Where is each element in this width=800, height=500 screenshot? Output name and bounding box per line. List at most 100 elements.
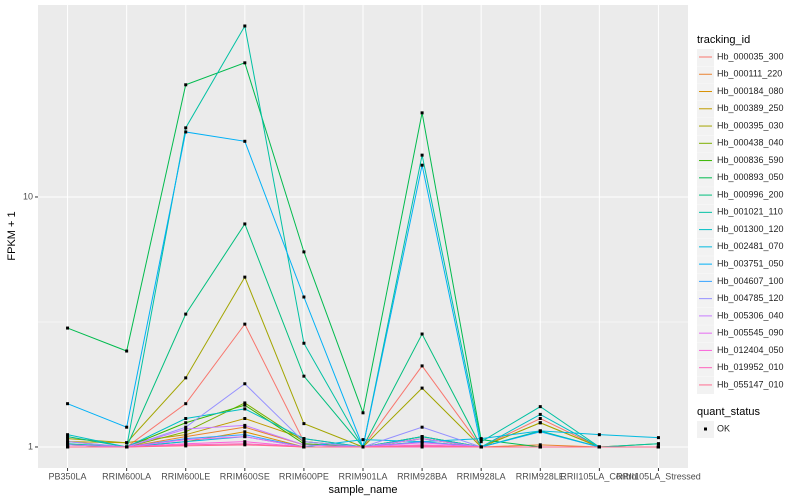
x-tick-label: RRIM600PE — [279, 471, 329, 481]
legend-label: Hb_003751_050 — [717, 258, 784, 268]
data-point — [420, 386, 424, 390]
data-point — [538, 416, 542, 420]
data-point — [66, 445, 70, 449]
x-axis-title: sample_name — [328, 484, 397, 496]
legend-key-bg — [697, 118, 714, 136]
data-point — [125, 349, 129, 353]
data-point — [243, 407, 247, 411]
data-point — [420, 163, 424, 167]
data-point — [420, 425, 424, 429]
data-point — [66, 443, 70, 447]
data-point — [66, 326, 70, 330]
data-point — [184, 402, 188, 406]
x-tick-label: RRIM600LE — [161, 471, 210, 481]
data-point — [184, 444, 188, 448]
data-point — [420, 441, 424, 445]
data-point — [66, 435, 70, 439]
x-tick-label: RRIM928BA — [397, 471, 447, 481]
data-point — [538, 443, 542, 447]
data-point — [479, 440, 483, 444]
data-point — [243, 222, 247, 226]
legend-label: OK — [717, 423, 730, 433]
legend-label: Hb_001021_110 — [717, 207, 783, 217]
data-point — [656, 442, 660, 446]
data-point — [361, 438, 365, 442]
data-point — [184, 440, 188, 444]
data-point — [420, 444, 424, 448]
legend-label: Hb_005545_090 — [717, 328, 784, 338]
data-point — [479, 437, 483, 441]
data-point — [184, 421, 188, 425]
data-point — [538, 430, 542, 434]
x-tick-label: RRIM901LA — [338, 471, 387, 481]
x-tick-label: RRII105LA_Stressed — [616, 471, 701, 481]
data-point — [420, 111, 424, 115]
data-point — [243, 416, 247, 420]
y-tick-label: 10 — [23, 191, 33, 201]
data-point — [66, 440, 70, 444]
data-point — [184, 130, 188, 134]
data-point — [243, 61, 247, 65]
data-point — [243, 139, 247, 143]
data-point — [302, 295, 306, 299]
data-point — [184, 438, 188, 442]
legend-label: Hb_012404_050 — [717, 345, 784, 355]
data-point — [243, 435, 247, 439]
data-point — [302, 443, 306, 447]
data-point — [420, 332, 424, 336]
data-point — [361, 445, 365, 449]
data-point — [243, 425, 247, 429]
legend-label: Hb_004607_100 — [717, 276, 784, 286]
legend-label: Hb_000438_040 — [717, 138, 784, 148]
legend-label: Hb_000996_200 — [717, 189, 784, 199]
data-point — [538, 405, 542, 409]
data-point — [184, 433, 188, 437]
data-point — [125, 445, 129, 449]
legend-label: Hb_000836_590 — [717, 155, 784, 165]
data-point — [302, 440, 306, 444]
legend-label: Hb_005306_040 — [717, 310, 784, 320]
data-point — [302, 374, 306, 378]
data-point — [361, 411, 365, 415]
data-point — [184, 126, 188, 130]
data-point — [184, 435, 188, 439]
data-point — [184, 427, 188, 431]
data-point — [243, 440, 247, 444]
data-point — [184, 425, 188, 429]
data-point — [243, 382, 247, 386]
data-point — [656, 445, 660, 449]
data-point — [420, 437, 424, 441]
data-point — [125, 425, 129, 429]
data-point — [302, 445, 306, 449]
data-point — [538, 421, 542, 425]
data-point — [302, 437, 306, 441]
data-point — [243, 322, 247, 326]
legend-label: Hb_000395_030 — [717, 120, 784, 130]
data-point — [420, 364, 424, 368]
legend-point — [704, 427, 707, 431]
data-point — [184, 83, 188, 87]
legend-label: Hb_001300_120 — [717, 224, 784, 234]
y-tick-label: 1 — [28, 441, 33, 451]
x-tick-label: RRIM928LE — [516, 471, 565, 481]
y-axis-title: FPKM + 1 — [6, 211, 18, 260]
legend-label: Hb_019952_010 — [717, 362, 784, 372]
data-point — [420, 435, 424, 439]
data-point — [243, 275, 247, 279]
data-point — [656, 436, 660, 440]
legend-label: Hb_000111_220 — [717, 69, 782, 79]
data-point — [243, 403, 247, 407]
data-point — [243, 24, 247, 28]
data-point — [243, 430, 247, 434]
data-point — [66, 433, 70, 437]
x-tick-label: RRIM928LA — [457, 471, 506, 481]
legend-label: Hb_004785_120 — [717, 293, 784, 303]
x-tick-label: RRII105LA_Control — [560, 471, 638, 481]
data-point — [184, 376, 188, 380]
legend-label: Hb_000893_050 — [717, 172, 784, 182]
data-point — [302, 341, 306, 345]
data-point — [243, 433, 247, 437]
point-legend-title: quant_status — [697, 406, 760, 418]
data-point — [479, 445, 483, 449]
data-point — [420, 153, 424, 157]
